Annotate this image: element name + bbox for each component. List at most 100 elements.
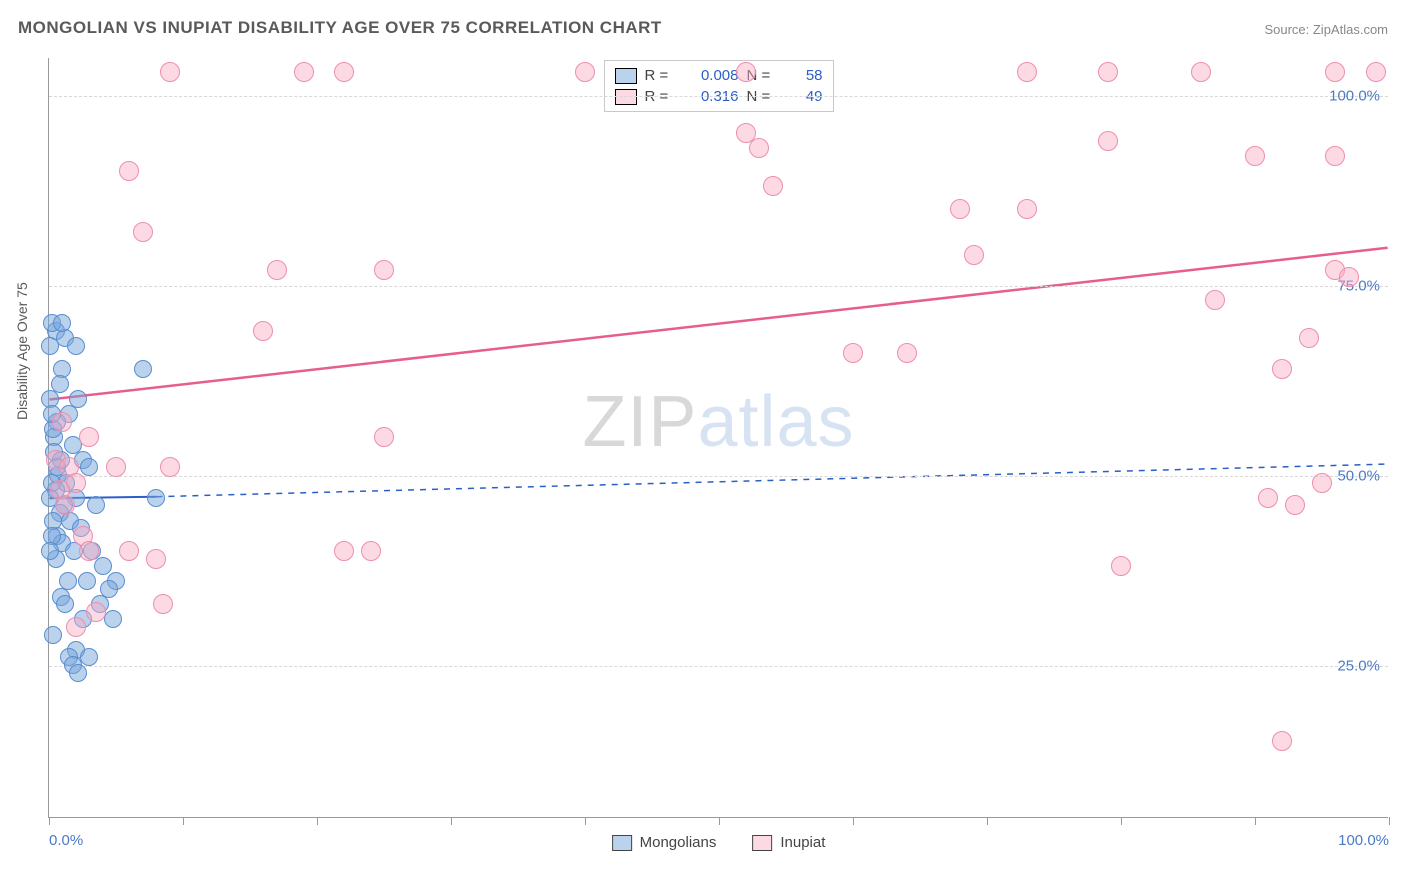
scatter-point — [87, 496, 105, 514]
trend-lines-svg — [49, 58, 1388, 817]
scatter-point — [1017, 199, 1037, 219]
scatter-point — [133, 222, 153, 242]
chart-container: MONGOLIAN VS INUPIAT DISABILITY AGE OVER… — [0, 0, 1406, 892]
scatter-point — [134, 360, 152, 378]
scatter-point — [1325, 62, 1345, 82]
chart-title: MONGOLIAN VS INUPIAT DISABILITY AGE OVER… — [18, 18, 662, 38]
x-tick — [317, 817, 318, 825]
scatter-point — [763, 176, 783, 196]
scatter-point — [1205, 290, 1225, 310]
scatter-point — [106, 457, 126, 477]
scatter-point — [1366, 62, 1386, 82]
scatter-point — [361, 541, 381, 561]
scatter-point — [69, 664, 87, 682]
scatter-point — [52, 412, 72, 432]
scatter-point — [94, 557, 112, 575]
scatter-point — [1272, 731, 1292, 751]
scatter-point — [1098, 131, 1118, 151]
y-tick-label: 50.0% — [1337, 468, 1380, 485]
watermark: ZIPatlas — [582, 381, 854, 463]
scatter-point — [119, 161, 139, 181]
scatter-point — [749, 138, 769, 158]
scatter-point — [119, 541, 139, 561]
grid-line — [49, 96, 1388, 97]
scatter-point — [41, 337, 59, 355]
scatter-point — [1272, 359, 1292, 379]
scatter-point — [1191, 62, 1211, 82]
scatter-point — [80, 648, 98, 666]
grid-line — [49, 476, 1388, 477]
x-tick — [1121, 817, 1122, 825]
x-tick — [987, 817, 988, 825]
y-tick-label: 25.0% — [1337, 658, 1380, 675]
grid-line — [49, 666, 1388, 667]
scatter-point — [964, 245, 984, 265]
x-tick-label: 100.0% — [1338, 832, 1389, 849]
plot-area: ZIPatlas R = 0.008 N = 58 R = 0.316 N = … — [48, 58, 1388, 818]
source-attribution: Source: ZipAtlas.com — [1264, 22, 1388, 37]
scatter-point — [1312, 473, 1332, 493]
scatter-point — [1245, 146, 1265, 166]
scatter-point — [80, 458, 98, 476]
scatter-point — [1339, 267, 1359, 287]
legend-label: Inupiat — [780, 834, 825, 851]
scatter-point — [1325, 146, 1345, 166]
scatter-point — [55, 495, 75, 515]
scatter-point — [374, 427, 394, 447]
legend-r-label: R = — [645, 67, 679, 84]
scatter-point — [374, 260, 394, 280]
y-tick-label: 100.0% — [1329, 88, 1380, 105]
legend-item: Mongolians — [612, 834, 717, 851]
x-tick — [719, 817, 720, 825]
scatter-point — [44, 626, 62, 644]
legend-label: Mongolians — [640, 834, 717, 851]
x-tick — [585, 817, 586, 825]
scatter-point — [67, 337, 85, 355]
legend-correlation: R = 0.008 N = 58 R = 0.316 N = 49 — [604, 60, 834, 112]
trend-line-mongolians-dashed — [156, 464, 1387, 497]
x-tick-label: 0.0% — [49, 832, 83, 849]
legend-swatch — [612, 835, 632, 851]
x-tick — [451, 817, 452, 825]
scatter-point — [950, 199, 970, 219]
scatter-point — [53, 314, 71, 332]
scatter-point — [79, 427, 99, 447]
x-tick — [853, 817, 854, 825]
legend-row: R = 0.008 N = 58 — [615, 65, 823, 86]
watermark-atlas: atlas — [697, 382, 854, 462]
scatter-point — [146, 549, 166, 569]
scatter-point — [160, 457, 180, 477]
scatter-point — [1258, 488, 1278, 508]
legend-n-value: 58 — [789, 67, 823, 84]
watermark-zip: ZIP — [582, 382, 697, 462]
scatter-point — [253, 321, 273, 341]
scatter-point — [86, 602, 106, 622]
scatter-point — [66, 617, 86, 637]
x-tick — [183, 817, 184, 825]
legend-r-value: 0.008 — [687, 67, 739, 84]
x-tick — [1255, 817, 1256, 825]
scatter-point — [147, 489, 165, 507]
y-axis-label: Disability Age Over 75 — [14, 282, 30, 420]
scatter-point — [79, 541, 99, 561]
scatter-point — [104, 610, 122, 628]
legend-item: Inupiat — [752, 834, 825, 851]
legend-swatch — [752, 835, 772, 851]
scatter-point — [1017, 62, 1037, 82]
x-tick — [1389, 817, 1390, 825]
scatter-point — [294, 62, 314, 82]
scatter-point — [153, 594, 173, 614]
scatter-point — [1285, 495, 1305, 515]
legend-series: Mongolians Inupiat — [612, 834, 826, 851]
scatter-point — [575, 62, 595, 82]
x-tick — [49, 817, 50, 825]
scatter-point — [56, 595, 74, 613]
grid-line — [49, 286, 1388, 287]
scatter-point — [736, 62, 756, 82]
scatter-point — [41, 542, 59, 560]
scatter-point — [334, 62, 354, 82]
scatter-point — [843, 343, 863, 363]
scatter-point — [897, 343, 917, 363]
scatter-point — [267, 260, 287, 280]
scatter-point — [78, 572, 96, 590]
